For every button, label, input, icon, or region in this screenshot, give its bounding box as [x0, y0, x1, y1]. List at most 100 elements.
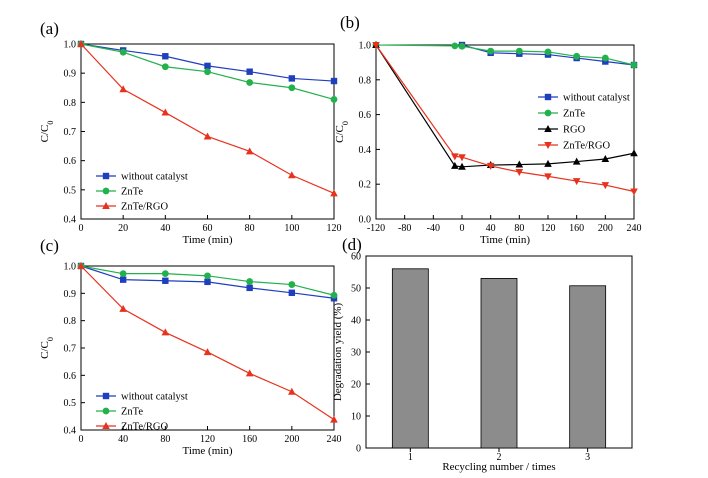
y-tick-label: 0.6 [64, 371, 77, 382]
legend-label: ZnTe/RGO [121, 422, 169, 433]
data-point [161, 328, 170, 336]
data-point [288, 387, 296, 395]
legend-marker [544, 142, 552, 149]
y-tick-label: 0.7 [64, 127, 77, 138]
data-point [246, 68, 253, 75]
data-point [246, 284, 253, 292]
x-tick-label: -40 [427, 223, 440, 234]
data-point [630, 61, 638, 69]
legend-label: ZnTe/RGO [563, 141, 611, 152]
legend-marker [102, 187, 110, 195]
x-tick-label: -80 [398, 223, 411, 234]
x-tick-label: 0 [79, 434, 84, 445]
data-point [288, 281, 296, 288]
legend-label: ZnTe [563, 109, 585, 120]
y-tick-label: 1.0 [359, 41, 372, 52]
data-point [330, 96, 338, 103]
data-point [119, 48, 127, 56]
y-tick-label: 20 [351, 380, 361, 391]
data-point [246, 278, 254, 285]
legend-marker [102, 202, 110, 209]
legend-marker [102, 172, 110, 180]
data-point [486, 162, 495, 170]
legend-marker [544, 125, 552, 132]
data-point [288, 289, 296, 296]
x-tick-label: 1 [408, 452, 413, 463]
series-line [375, 44, 635, 193]
y-tick-label: 0.6 [359, 110, 372, 121]
y-tick-label: 0.4 [64, 426, 77, 437]
x-tick-label: 100 [284, 223, 299, 234]
data-point [245, 147, 254, 155]
series-ZnTe_RGO [77, 262, 338, 423]
data-point [572, 178, 581, 186]
x-tick-label: 160 [569, 223, 584, 234]
panel-label: (b) [340, 13, 360, 32]
data-point [544, 173, 552, 181]
data-point [630, 188, 638, 196]
data-point [630, 149, 638, 157]
y-tick-label: 0.8 [64, 98, 77, 109]
y-tick-label: 10 [351, 412, 361, 423]
data-point [372, 42, 380, 49]
series-line [375, 44, 635, 66]
legend-label: without catalyst [121, 172, 188, 183]
y-tick-label: 0.5 [64, 398, 77, 409]
y-axis-title: C/C0 [39, 337, 55, 359]
data-point [451, 161, 459, 169]
data-point [451, 42, 459, 50]
x-tick-label: 80 [160, 434, 170, 445]
panel-c-chart: 0 40 80 120 160 200 240 0.4 0.5 0.6 0.7 0.8 0.9 1.0 Ti… [39, 262, 342, 458]
y-axis-title: C/C0 [334, 121, 350, 143]
x-tick-label: 40 [118, 434, 128, 445]
data-point [544, 159, 552, 167]
y-tick-label: 0.7 [64, 344, 77, 355]
data-point [458, 154, 466, 162]
x-tick-label: 120 [327, 223, 342, 234]
y-tick-label: 60 [351, 252, 361, 263]
data-point [602, 58, 609, 65]
panel-label: (d) [342, 235, 362, 254]
x-tick-label: 120 [541, 223, 556, 234]
panel-label: (c) [40, 236, 59, 255]
y-tick-label: 0.2 [359, 180, 372, 191]
data-point [77, 262, 85, 269]
data-point [458, 162, 466, 170]
plot-frame [375, 44, 635, 220]
bar [391, 268, 429, 449]
x-tick-label: 0 [79, 223, 84, 234]
data-point [161, 63, 169, 71]
data-point [330, 415, 338, 423]
data-point [573, 52, 581, 60]
data-point [515, 47, 523, 55]
data-point [204, 62, 211, 70]
x-tick-label: 40 [160, 223, 170, 234]
y-tick-label: 0.9 [64, 69, 77, 80]
bar [569, 285, 607, 449]
x-tick-label: 60 [203, 223, 213, 234]
panel-b-chart: -120 -80 -40 0 40 80 120 160 200 240 0.0 0.2 0.4 0.6 0… [334, 41, 642, 247]
legend-marker [544, 93, 552, 101]
data-point [487, 47, 495, 55]
data-point [572, 157, 581, 165]
panel-a-chart: 0 20 40 60 80 100 120 0.4 0.5 0.6 0.7 0.8 0.9 1.0 Time… [39, 40, 342, 247]
data-point [161, 108, 170, 116]
series-without_catalyst [77, 262, 338, 302]
x-tick-label: 20 [118, 223, 128, 234]
data-point [162, 277, 169, 284]
legend: without catalyst ZnTe ZnTe/RGO [96, 392, 188, 433]
x-tick-label: 120 [200, 434, 215, 445]
y-tick-label: 0.8 [359, 75, 372, 86]
x-tick-label: 2 [497, 452, 502, 463]
y-tick-label: 0 [356, 444, 361, 455]
panel-d-chart: 0 10 20 30 40 50 60 1 2 3 Recycling number / times… [332, 252, 633, 473]
legend-marker [102, 407, 110, 415]
data-point [601, 54, 609, 62]
series-without_catalyst [77, 40, 338, 85]
legend-label: ZnTe/RGO [121, 202, 169, 213]
plot-frame [80, 265, 335, 431]
data-point [330, 77, 338, 85]
x-tick-label: 0 [460, 223, 465, 234]
y-tick-label: 0.0 [359, 215, 372, 226]
